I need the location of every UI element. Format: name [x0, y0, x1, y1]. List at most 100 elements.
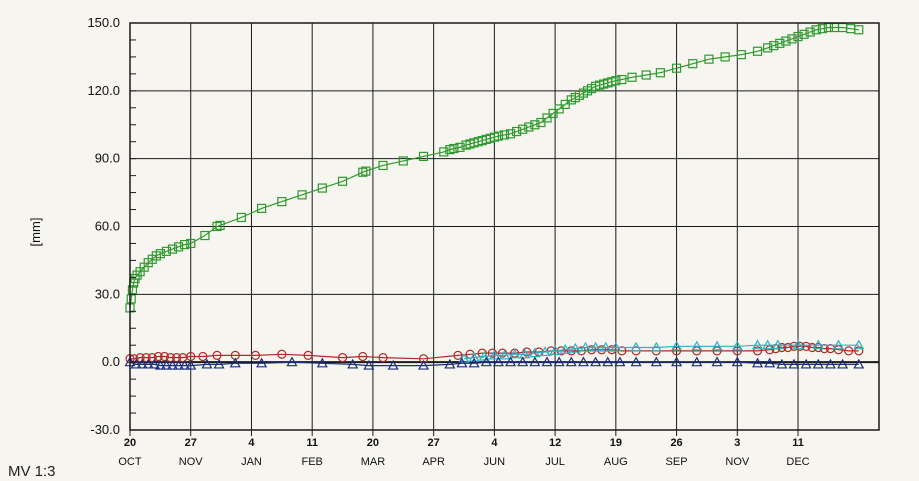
data-point-square — [358, 167, 368, 177]
data-point-square — [161, 246, 172, 256]
data-point-square — [337, 176, 348, 186]
data-point-square — [617, 74, 627, 85]
data-point-circle — [418, 354, 429, 364]
x-tick-month-label: NOV — [179, 456, 204, 468]
x-axis-ticks: 20 OCT 27 NOV 4 JAN 11 FEB 20 MAR 27 APR 4 JUN 12 JUL 19… — [118, 430, 810, 468]
data-point-triangle — [832, 339, 845, 350]
data-point-square — [793, 31, 803, 42]
data-point-triangle — [553, 356, 565, 367]
data-point-triangle — [549, 345, 561, 355]
series-layer — [124, 22, 865, 370]
data-point-square — [720, 52, 730, 62]
series-line-green — [129, 26, 859, 308]
data-point-triangle — [691, 340, 703, 351]
data-point-square — [530, 120, 540, 130]
data-point-square — [317, 183, 327, 193]
data-point-square — [126, 294, 136, 304]
data-point-triangle — [772, 339, 784, 350]
data-point-square — [854, 25, 864, 35]
data-point-triangle — [853, 358, 865, 369]
data-point-triangle — [837, 358, 849, 369]
x-tick-month-label: FEB — [301, 456, 322, 468]
y-tick-label: 90.0 — [95, 151, 120, 166]
x-tick-month-label: OCT — [118, 456, 142, 468]
data-point-triangle — [316, 357, 328, 368]
x-tick-month-label: MAR — [361, 456, 386, 468]
data-point-circle — [795, 341, 805, 351]
data-point-circle — [153, 351, 163, 362]
data-point-triangle — [788, 358, 800, 369]
data-point-circle — [522, 347, 532, 357]
data-point-circle — [854, 346, 864, 356]
x-tick-month-label: JUN — [484, 456, 505, 468]
data-point-square — [688, 59, 698, 69]
data-point-triangle — [776, 358, 788, 369]
y-tick-label: 60.0 — [95, 219, 120, 234]
data-point-triangle — [478, 350, 490, 361]
data-point-triangle — [569, 342, 581, 353]
data-point-circle — [303, 350, 313, 360]
data-point-triangle — [579, 341, 591, 352]
data-point-triangle — [142, 358, 154, 369]
data-point-triangle — [136, 358, 148, 369]
x-tick-month-label: APR — [422, 456, 445, 468]
x-tick-day-label: 19 — [610, 437, 622, 449]
data-point-square — [736, 50, 746, 60]
x-tick-day-label: 12 — [549, 437, 561, 449]
data-point-triangle — [154, 359, 166, 370]
data-point-square — [805, 27, 815, 37]
data-point-triangle — [166, 359, 179, 370]
data-point-triangle — [762, 339, 774, 350]
data-point-square — [215, 220, 225, 230]
y-tick-label: 150.0 — [87, 15, 120, 30]
data-point-square — [769, 41, 779, 51]
data-point-triangle — [498, 349, 511, 360]
data-point-triangle — [444, 358, 456, 369]
data-point-square — [627, 72, 637, 82]
data-point-triangle — [650, 356, 662, 367]
data-point-circle — [212, 350, 222, 360]
data-point-triangle — [539, 346, 551, 357]
data-point-triangle — [541, 356, 553, 367]
data-point-square — [236, 212, 246, 223]
data-point-circle — [807, 342, 817, 353]
data-point-square — [130, 273, 140, 284]
data-point-circle — [198, 351, 208, 362]
data-point-triangle — [590, 356, 602, 367]
data-point-triangle — [853, 339, 865, 350]
data-point-triangle — [691, 356, 703, 367]
data-point-square — [455, 142, 465, 152]
data-point-square — [505, 129, 516, 139]
data-point-square — [763, 43, 773, 53]
data-point-triangle — [229, 357, 241, 368]
y-axis-unit-label: [mm] — [28, 218, 43, 247]
x-tick-month-label: SEP — [666, 456, 688, 468]
data-point-triangle — [630, 341, 642, 352]
data-point-circle — [497, 348, 508, 358]
data-point-triangle — [559, 344, 571, 354]
data-point-triangle — [519, 348, 531, 359]
data-point-triangle — [517, 356, 529, 367]
x-tick-day-label: 20 — [124, 437, 136, 449]
data-point-triangle — [711, 356, 723, 367]
x-tick-day-label: 11 — [306, 437, 318, 449]
data-point-circle — [777, 342, 787, 353]
data-point-triangle — [600, 341, 612, 352]
data-point-square — [378, 160, 388, 171]
x-tick-month-label: JUL — [545, 456, 565, 468]
data-point-triangle — [764, 357, 776, 368]
data-point-circle — [783, 342, 793, 353]
data-point-circle — [453, 350, 463, 360]
data-point-square — [173, 242, 184, 252]
data-point-square — [297, 190, 307, 200]
data-point-circle — [141, 353, 151, 363]
data-point-triangle — [792, 339, 804, 350]
data-point-square — [512, 126, 522, 137]
y-tick-label: 120.0 — [87, 83, 120, 98]
data-point-square — [167, 244, 178, 254]
x-tick-day-label: 4 — [248, 437, 255, 449]
x-tick-month-label: JAN — [241, 456, 262, 468]
x-tick-day-label: 4 — [491, 437, 498, 449]
data-point-circle — [250, 350, 261, 360]
data-point-square — [418, 151, 429, 162]
